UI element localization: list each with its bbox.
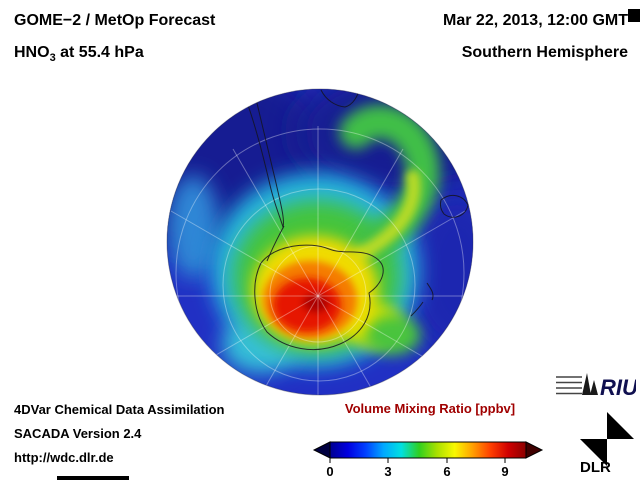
graticule bbox=[167, 126, 473, 395]
riu-logo-lines bbox=[556, 376, 582, 395]
version-label: SACADA Version 2.4 bbox=[14, 426, 142, 441]
plot-title: GOME−2 / MetOp Forecast bbox=[14, 12, 216, 29]
colorbar-label: Volume Mixing Ratio [ppbv] bbox=[344, 401, 516, 416]
url-label: http://wdc.dlr.de bbox=[14, 450, 114, 465]
coastlines bbox=[244, 89, 469, 350]
dlr-logo: DLR bbox=[580, 412, 634, 474]
colorbar-gradient-bar bbox=[329, 441, 527, 459]
pressure-level: at 55.4 hPa bbox=[55, 44, 144, 61]
hemisphere-label: Southern Hemisphere bbox=[461, 44, 628, 61]
colorbar-tick-label: 3 bbox=[384, 464, 391, 479]
colorbar: 0 3 6 9 bbox=[312, 441, 544, 479]
plot-subtitle: HNO3 at 55.4 hPa bbox=[14, 44, 144, 64]
riu-logo: RIU bbox=[556, 373, 636, 400]
colorbar-ticks bbox=[329, 458, 506, 463]
species-formula-subscript: 3 bbox=[49, 52, 56, 65]
colorbar-tick-label: 6 bbox=[443, 464, 450, 479]
dlr-logo-text: DLR bbox=[580, 459, 611, 474]
screen-artifact bbox=[628, 9, 640, 22]
colorbar-left-arrow bbox=[312, 441, 331, 459]
dlr-bird-icon bbox=[580, 412, 634, 466]
colorbar-tick-label: 0 bbox=[326, 464, 333, 479]
hemisphere-map bbox=[166, 88, 474, 396]
antarctic-peninsula-coastline bbox=[266, 225, 285, 262]
globe-limb bbox=[166, 88, 474, 396]
assimilation-label: 4DVar Chemical Data Assimilation bbox=[14, 402, 225, 417]
cathedral-spires-icon bbox=[582, 373, 598, 395]
colorbar-tick-label: 9 bbox=[501, 464, 508, 479]
screen-artifact bbox=[57, 476, 129, 480]
riu-logo-text: RIU bbox=[600, 375, 636, 400]
new-zealand-coastline bbox=[410, 282, 434, 317]
datetime-label: Mar 22, 2013, 12:00 GMT bbox=[443, 12, 628, 29]
species-formula: HNO bbox=[14, 44, 50, 61]
antarctica-coastline bbox=[254, 244, 384, 350]
australia-coastline bbox=[439, 194, 469, 218]
colorbar-right-arrow bbox=[525, 441, 544, 459]
africa-coastline bbox=[320, 89, 361, 108]
